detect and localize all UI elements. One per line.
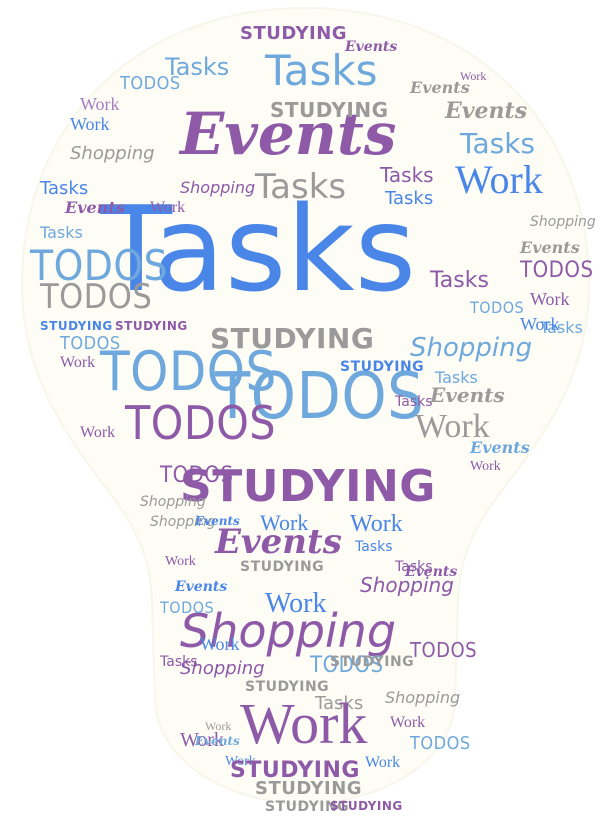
- cloud-word-work: Work: [225, 754, 256, 769]
- cloud-word-tasks: Tasks: [255, 167, 347, 207]
- cloud-word-work: Work: [180, 729, 224, 751]
- cloud-word-events: Events: [430, 383, 505, 407]
- cloud-word-todos: TODOS: [470, 298, 525, 317]
- cloud-word-tasks: Tasks: [265, 46, 378, 95]
- cloud-word-tasks: Tasks: [540, 318, 583, 337]
- cloud-word-events: Events: [520, 238, 580, 257]
- cloud-word-events: Events: [175, 579, 228, 595]
- cloud-word-todos: TODOS: [160, 463, 234, 488]
- cloud-word-studying: STUDYING: [330, 654, 415, 670]
- cloud-word-tasks: Tasks: [40, 223, 83, 242]
- cloud-word-tasks: Tasks: [100, 180, 417, 318]
- cloud-word-studying: STUDYING: [240, 23, 348, 44]
- cloud-word-events: Events: [345, 39, 398, 55]
- cloud-word-studying: STUDYING: [255, 778, 363, 799]
- cloud-word-work: Work: [265, 588, 327, 619]
- cloud-word-shopping: Shopping: [180, 658, 265, 679]
- cloud-word-work: Work: [80, 424, 116, 441]
- cloud-word-studying: STUDYING: [270, 98, 389, 122]
- cloud-word-tasks: Tasks: [385, 188, 434, 209]
- cloud-word-todos: TODOS: [410, 638, 478, 662]
- cloud-word-todos: TODOS: [40, 277, 153, 317]
- cloud-word-work: Work: [365, 754, 401, 771]
- cloud-word-tasks: Tasks: [460, 127, 536, 160]
- cloud-word-work: Work: [520, 314, 560, 334]
- cloud-word-tasks: Tasks: [395, 394, 433, 410]
- cloud-word-studying: STUDYING: [330, 799, 403, 813]
- cloud-word-work: Work: [455, 157, 543, 202]
- cloud-word-todos: TODOS: [125, 396, 277, 450]
- cloud-word-work: Work: [460, 69, 487, 83]
- cloud-word-shopping: Shopping: [70, 143, 155, 164]
- cloud-word-shopping: Shopping: [530, 214, 596, 230]
- cloud-word-work: Work: [80, 94, 120, 114]
- cloud-word-work: Work: [390, 714, 426, 731]
- cloud-word-work: Work: [150, 199, 186, 216]
- cloud-word-work: Work: [165, 554, 196, 569]
- cloud-word-events: Events: [180, 100, 397, 168]
- cloud-word-events: Events: [65, 198, 125, 217]
- cloud-word-work: Work: [530, 289, 570, 309]
- cloud-word-work: Work: [350, 511, 403, 537]
- cloud-word-events: Events: [405, 564, 458, 580]
- cloud-word-tasks: Tasks: [315, 693, 364, 714]
- cloud-word-todos: TODOS: [410, 733, 471, 754]
- cloud-word-todos: TODOS: [120, 73, 181, 94]
- cloud-word-todos: TODOS: [30, 241, 169, 290]
- cloud-word-tasks: Tasks: [165, 53, 230, 81]
- cloud-word-events: Events: [195, 514, 240, 528]
- cloud-word-tasks: Tasks: [160, 654, 198, 670]
- cloud-word-todos: TODOS: [100, 340, 277, 403]
- cloud-word-events: Events: [410, 78, 470, 97]
- cloud-word-todos: TODOS: [520, 258, 594, 283]
- cloud-word-tasks: Tasks: [380, 163, 434, 187]
- cloud-word-events: Events: [215, 522, 342, 562]
- cloud-word-shopping: Shopping: [150, 514, 216, 530]
- cloud-word-tasks: Tasks: [395, 559, 433, 575]
- cloud-word-todos: TODOS: [160, 598, 215, 617]
- cloud-word-studying: STUDYING: [210, 322, 375, 355]
- cloud-word-events: Events: [470, 438, 530, 457]
- cloud-word-work: Work: [60, 354, 96, 371]
- cloud-word-studying: STUDYING: [180, 461, 436, 512]
- cloud-word-shopping: Shopping: [140, 494, 206, 510]
- cloud-word-studying: STUDYING: [265, 799, 350, 815]
- cloud-word-events: Events: [445, 98, 528, 124]
- cloud-word-tasks: Tasks: [435, 368, 478, 387]
- cloud-word-work: Work: [205, 719, 232, 733]
- cloud-word-shopping: Shopping: [360, 573, 454, 597]
- cloud-word-events: Events: [195, 734, 240, 748]
- cloud-word-studying: STUDYING: [40, 319, 113, 333]
- cloud-word-work: Work: [200, 634, 240, 654]
- cloud-word-studying: STUDYING: [340, 359, 425, 375]
- cloud-word-work: Work: [70, 114, 110, 134]
- cloud-word-work: Work: [260, 510, 309, 535]
- cloud-word-shopping: Shopping: [180, 604, 397, 658]
- cloud-word-studying: STUDYING: [245, 679, 330, 695]
- cloud-word-todos: TODOS: [215, 360, 425, 434]
- cloud-word-todos: TODOS: [310, 653, 384, 678]
- cloud-word-shopping: Shopping: [180, 178, 256, 197]
- cloud-word-todos: TODOS: [60, 333, 121, 354]
- cloud-word-work: Work: [240, 691, 368, 756]
- cloud-word-studying: STUDYING: [230, 758, 360, 783]
- cloud-word-work: Work: [415, 408, 490, 445]
- cloud-word-shopping: Shopping: [385, 688, 461, 707]
- cloud-word-tasks: Tasks: [430, 268, 489, 293]
- cloud-word-work: Work: [470, 459, 501, 474]
- cloud-word-studying: STUDYING: [115, 319, 188, 333]
- cloud-word-studying: STUDYING: [240, 559, 325, 575]
- cloud-word-tasks: Tasks: [355, 539, 393, 555]
- cloud-word-tasks: Tasks: [40, 178, 89, 199]
- cloud-word-shopping: Shopping: [410, 333, 533, 363]
